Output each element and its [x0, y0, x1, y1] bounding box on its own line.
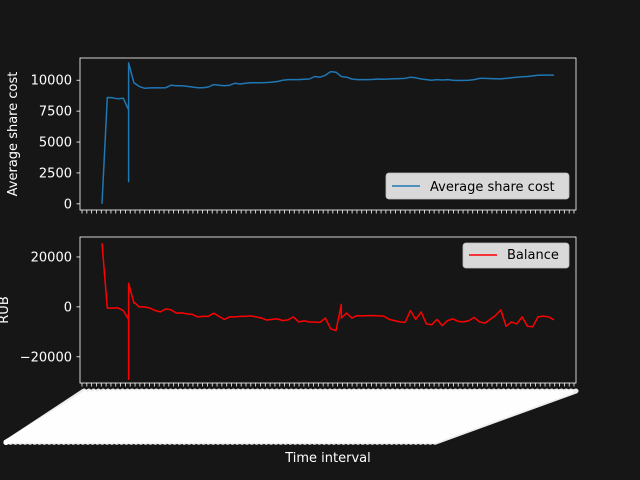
top-axes: 0 2500 5000 7500 10000 Average share cost Av… — [6, 57, 577, 214]
bottom-legend-label: Balance — [507, 248, 559, 263]
y-tick-label: 20000 — [31, 250, 72, 265]
y-tick-label: 0 — [64, 197, 72, 212]
y-tick-label: 7500 — [39, 105, 72, 120]
y-tick-label: −20000 — [20, 350, 72, 365]
bottom-legend: Balance — [462, 242, 570, 269]
bottom-axes: −20000 0 20000 RUB Time interval Balance — [0, 236, 579, 466]
y-tick-label: 5000 — [39, 136, 72, 151]
bottom-x-axis-label: Time interval — [284, 451, 371, 466]
top-legend-label: Average share cost — [430, 180, 555, 195]
top-y-ticks: 0 2500 5000 7500 10000 — [31, 74, 80, 212]
bottom-plot-lines — [101, 243, 555, 381]
y-tick-label: 0 — [64, 300, 72, 315]
top-x-ticks — [81, 210, 575, 214]
bottom-y-axis-label: RUB — [0, 296, 12, 323]
bottom-x-ticks — [81, 383, 575, 387]
top-y-axis-label: Average share cost — [6, 72, 21, 197]
top-plot-lines — [101, 62, 554, 204]
series-line-0 — [101, 62, 554, 204]
bottom-x-tick-labels — [3, 388, 579, 445]
y-tick-label: 10000 — [31, 74, 72, 89]
series-line-0 — [101, 243, 555, 381]
x-tick-label — [432, 388, 579, 445]
bottom-y-ticks: −20000 0 20000 — [20, 250, 80, 365]
y-tick-label: 2500 — [39, 166, 72, 181]
bottom-legend-box — [462, 242, 570, 269]
top-legend: Average share cost — [385, 172, 570, 200]
top-legend-box — [385, 172, 570, 200]
